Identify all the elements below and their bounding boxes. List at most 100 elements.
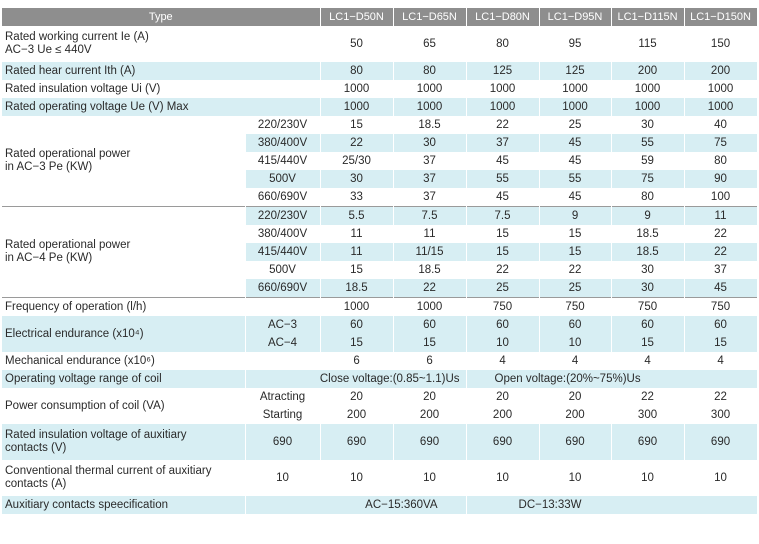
- cell: 1000: [393, 297, 467, 316]
- cell: 22: [684, 388, 758, 406]
- ac4-power-row: Rated operational power in AC−4 Pe (KW) …: [2, 206, 758, 298]
- aux-insulation-voltage-row: Rated insulation voltage of auxitiary con…: [2, 424, 758, 460]
- cell: 1000: [611, 98, 685, 116]
- cell: 30: [611, 261, 685, 279]
- coil-voltage-range-row: Operating voltage range of coil Close vo…: [2, 370, 758, 388]
- ac4-power-row: 660/690V 18.5 22 25 25 30 45: [2, 279, 758, 298]
- model-header: LC1−D65N: [393, 8, 467, 26]
- sub-cell: Starting: [245, 406, 321, 424]
- cell: 60: [684, 316, 758, 334]
- electrical-endurance-label: Electrical endurance (x10⁴): [2, 316, 246, 352]
- cell: 75: [684, 134, 758, 152]
- cell: 15: [466, 225, 540, 243]
- sub-cell: Atracting: [245, 388, 321, 406]
- row-label: Operating voltage range of coil: [2, 370, 246, 388]
- cell: 60: [320, 316, 394, 334]
- cell: 750: [539, 297, 612, 316]
- cell: 18.5: [320, 279, 394, 298]
- row-label: Mechanical endurance (x10⁶): [2, 352, 321, 370]
- cell: 80: [320, 62, 394, 80]
- cell: 11: [684, 206, 758, 225]
- row-label: Conventional thermal current of auxitiar…: [2, 460, 246, 496]
- cell: 65: [393, 26, 467, 62]
- voltage-cell: 660/690V: [245, 279, 321, 298]
- cell: 200: [466, 406, 540, 424]
- cell: 37: [684, 261, 758, 279]
- electrical-endurance-row: AC−4 15 15 10 10 15 15: [2, 334, 758, 352]
- aux-spec-row: Auxitiary contacts speecification AC−15:…: [2, 496, 758, 514]
- cell: 4: [611, 352, 685, 370]
- cell: 60: [393, 316, 467, 334]
- coil-power-row: Starting 200 200 200 200 300 300: [2, 406, 758, 424]
- cell: 200: [393, 406, 467, 424]
- cell: 55: [611, 134, 685, 152]
- coil-power-row: Power consumption of coil (VA) Atracting…: [2, 388, 758, 424]
- cell: 37: [393, 170, 467, 188]
- cell: 22: [466, 116, 540, 134]
- header-row: Type LC1−D50N LC1−D65N LC1−D80N LC1−D95N…: [2, 8, 758, 26]
- cell: 1000: [466, 80, 540, 98]
- cell: 22: [611, 388, 685, 406]
- cell: 1000: [539, 98, 612, 116]
- cell: 22: [466, 261, 540, 279]
- ac4-power-row: 380/400V 11 11 15 15 18.5 22: [2, 225, 758, 243]
- cell: 25: [466, 279, 540, 298]
- cell: 25/30: [320, 152, 394, 170]
- cell: 15: [320, 116, 394, 134]
- sub-cell: 10: [245, 460, 321, 496]
- cell: 125: [539, 62, 612, 80]
- coil-power-label: Power consumption of coil (VA): [2, 388, 246, 424]
- cell: 300: [684, 406, 758, 424]
- cell: 690: [466, 424, 540, 460]
- cell: 18.5: [393, 261, 467, 279]
- sub-cell: 690: [245, 424, 321, 460]
- row-label: Rated hear current Ith (A): [2, 62, 321, 80]
- cell: 15: [320, 334, 394, 352]
- rated-working-current-row: Rated working current Ie (A) AC−3 Ue ≤ 44…: [2, 26, 758, 62]
- voltage-cell: 500V: [245, 170, 321, 188]
- cell: 22: [320, 134, 394, 152]
- row-label: Rated insulation voltage Ui (V): [2, 80, 321, 98]
- ac3-power-label: Rated operational power in AC−3 Pe (KW): [2, 116, 246, 207]
- row-label: Frequency of operation (l/h): [2, 297, 321, 316]
- cell: 20: [393, 388, 467, 406]
- model-header: LC1−D80N: [466, 8, 540, 26]
- cell: 4: [466, 352, 540, 370]
- contactor-spec-table: Type LC1−D50N LC1−D65N LC1−D80N LC1−D95N…: [2, 8, 758, 514]
- cell: 45: [466, 188, 540, 207]
- cell: 9: [539, 206, 612, 225]
- cell: 7.5: [466, 206, 540, 225]
- ac4-power-label: Rated operational power in AC−4 Pe (KW): [2, 206, 246, 298]
- cell: 6: [393, 352, 467, 370]
- cell: 80: [684, 152, 758, 170]
- cell: 40: [684, 116, 758, 134]
- cell: 750: [466, 297, 540, 316]
- cell: 80: [611, 188, 685, 207]
- ac3-power-row: Rated operational power in AC−3 Pe (KW) 2…: [2, 116, 758, 207]
- cell: 200: [539, 406, 612, 424]
- cell: 690: [611, 424, 685, 460]
- cell: 690: [684, 424, 758, 460]
- cell: 15: [611, 334, 685, 352]
- rated-heat-current-row: Rated hear current Ith (A) 80 80 125 125…: [2, 62, 758, 80]
- ac4-power-row: 500V 15 18.5 22 22 30 37: [2, 261, 758, 279]
- model-header: LC1−D115N: [611, 8, 685, 26]
- row-label: Rated insulation voltage of auxitiary con…: [2, 424, 246, 460]
- cell: 15: [539, 243, 612, 261]
- frequency-row: Frequency of operation (l/h) 1000 1000 7…: [2, 297, 758, 316]
- cell: 15: [466, 243, 540, 261]
- row-label: Rated working current Ie (A) AC−3 Ue ≤ 44…: [2, 26, 321, 62]
- cell: 10: [466, 334, 540, 352]
- cell: 6: [320, 352, 394, 370]
- voltage-cell: 220/230V: [245, 116, 321, 134]
- cell: 45: [539, 188, 612, 207]
- cell: 60: [539, 316, 612, 334]
- cell: 22: [393, 279, 467, 298]
- cell: 15: [393, 334, 467, 352]
- cell: 90: [684, 170, 758, 188]
- cell: 33: [320, 188, 394, 207]
- cell: 11/15: [393, 243, 467, 261]
- cell: 10: [466, 460, 540, 496]
- sub-cell: AC−4: [245, 334, 321, 352]
- cell: 11: [320, 225, 394, 243]
